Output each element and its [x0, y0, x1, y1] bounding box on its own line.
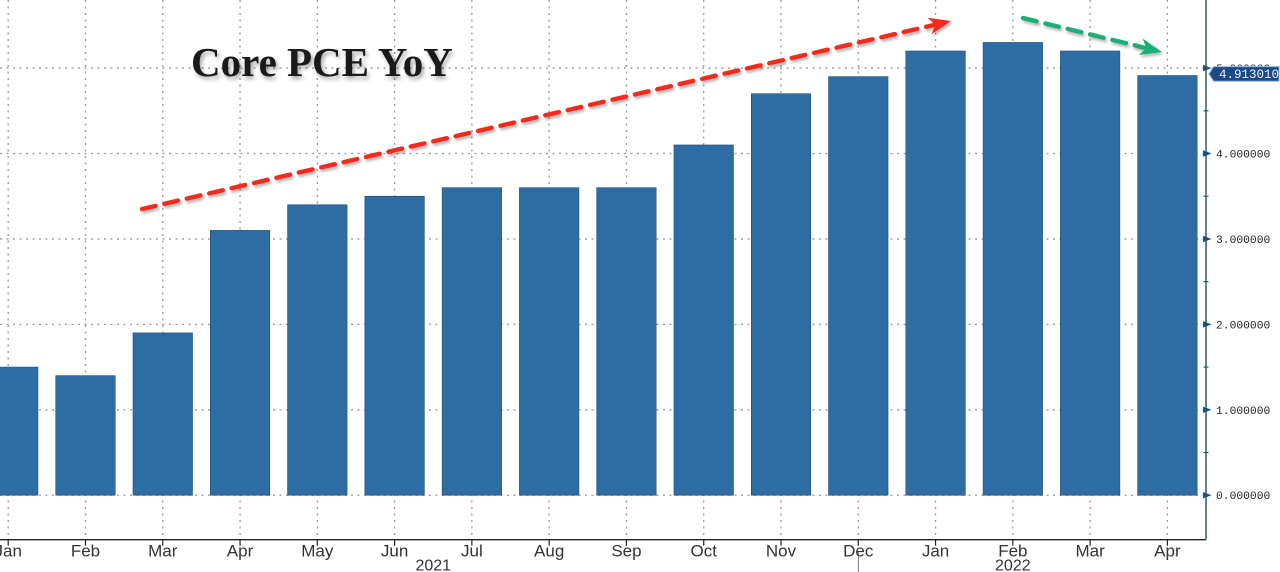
- svg-text:May: May: [301, 542, 334, 561]
- svg-text:0.000000: 0.000000: [1216, 491, 1270, 503]
- svg-text:2022: 2022: [995, 558, 1031, 572]
- svg-text:2021: 2021: [415, 558, 451, 572]
- svg-text:3.000000: 3.000000: [1216, 235, 1270, 247]
- svg-text:Jul: Jul: [461, 542, 483, 561]
- svg-text:Jan: Jan: [0, 542, 22, 561]
- svg-text:Apr: Apr: [227, 542, 254, 561]
- svg-text:4.000000: 4.000000: [1216, 150, 1270, 162]
- svg-text:Core PCE YoY: Core PCE YoY: [191, 39, 453, 85]
- svg-text:Feb: Feb: [71, 542, 100, 561]
- svg-text:Mar: Mar: [1075, 542, 1105, 561]
- svg-text:Aug: Aug: [534, 542, 564, 561]
- svg-text:Oct: Oct: [690, 542, 717, 561]
- svg-text:2.000000: 2.000000: [1216, 320, 1270, 332]
- svg-text:Apr: Apr: [1154, 542, 1181, 561]
- svg-text:Mar: Mar: [148, 542, 178, 561]
- svg-text:Nov: Nov: [766, 542, 797, 561]
- svg-text:Jun: Jun: [381, 542, 408, 561]
- svg-text:1.000000: 1.000000: [1216, 406, 1270, 418]
- svg-text:4.913010: 4.913010: [1219, 68, 1279, 82]
- svg-text:Jan: Jan: [922, 542, 949, 561]
- svg-text:Sep: Sep: [611, 542, 641, 561]
